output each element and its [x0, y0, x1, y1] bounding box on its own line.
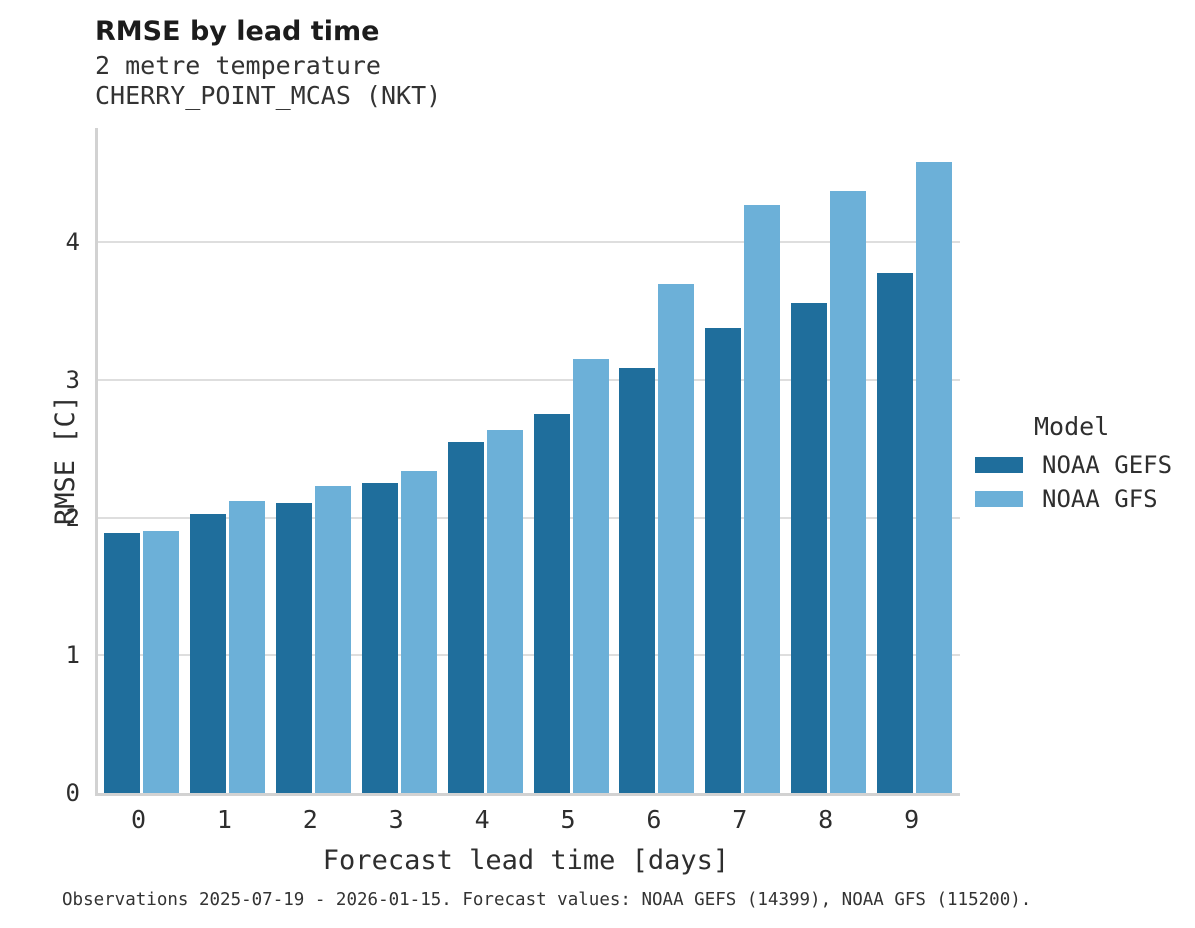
bar-noaa-gefs-lead-7	[705, 327, 742, 793]
y-tick-label-0: 0	[65, 779, 80, 807]
x-tick-label-3: 3	[388, 805, 404, 834]
gridline-y-2	[98, 516, 960, 519]
x-tick-label-2: 2	[302, 805, 318, 834]
bar-noaa-gfs-lead-9	[916, 162, 953, 793]
gridline-y-3	[98, 378, 960, 381]
bar-noaa-gfs-lead-6	[658, 283, 695, 793]
x-tick-label-1: 1	[216, 805, 232, 834]
legend-title: Model	[1034, 412, 1110, 441]
legend-entry-noaa-gfs: NOAA GFS	[975, 485, 1185, 513]
legend-swatch-icon	[975, 491, 1023, 507]
x-tick-label-6: 6	[646, 805, 662, 834]
bar-noaa-gefs-lead-9	[877, 272, 914, 793]
x-tick-label-5: 5	[560, 805, 576, 834]
y-tick-label-3: 3	[65, 365, 80, 394]
bar-noaa-gefs-lead-1	[189, 513, 226, 793]
gridline-y-1	[98, 654, 960, 657]
bar-noaa-gefs-lead-3	[361, 483, 398, 793]
x-tick-label-8: 8	[818, 805, 834, 834]
x-tick-label-9: 9	[904, 805, 920, 834]
legend-label: NOAA GFS	[1042, 485, 1158, 513]
bar-noaa-gfs-lead-5	[572, 359, 609, 793]
bar-noaa-gefs-lead-4	[447, 441, 484, 793]
bar-noaa-gefs-lead-2	[275, 502, 312, 793]
footnote: Observations 2025-07-19 - 2026-01-15. Fo…	[62, 890, 1032, 910]
bar-noaa-gefs-lead-6	[619, 367, 656, 793]
bar-noaa-gfs-lead-2	[314, 485, 351, 793]
y-tick-label-1: 1	[65, 641, 80, 670]
y-tick-label-2: 2	[65, 503, 80, 532]
bar-noaa-gefs-lead-8	[791, 302, 828, 793]
bar-noaa-gfs-lead-8	[830, 191, 867, 793]
bar-noaa-gfs-lead-1	[228, 501, 265, 793]
chart-subtitle: 2 metre temperature	[95, 51, 381, 80]
bar-noaa-gfs-lead-4	[486, 429, 523, 793]
chart-station-label: CHERRY_POINT_MCAS (NKT)	[95, 81, 442, 110]
legend-entries: NOAA GEFS NOAA GFS	[975, 451, 1185, 513]
x-tick-label-0: 0	[130, 805, 147, 834]
x-axis-title: Forecast lead time [days]	[322, 845, 730, 876]
bar-noaa-gfs-lead-3	[400, 470, 437, 793]
plot-area	[95, 128, 960, 796]
bar-noaa-gefs-lead-0	[104, 532, 140, 793]
x-tick-label-7: 7	[732, 805, 748, 834]
gridline-y-4	[98, 241, 960, 244]
legend: Model NOAA GEFS NOAA GFS	[975, 412, 1185, 521]
legend-entry-noaa-gefs: NOAA GEFS	[975, 451, 1185, 479]
x-tick-label-4: 4	[474, 805, 490, 834]
bar-noaa-gfs-lead-0	[143, 531, 179, 793]
y-tick-label-4: 4	[65, 228, 80, 257]
bar-noaa-gefs-lead-5	[533, 414, 570, 793]
bar-noaa-gfs-lead-7	[744, 205, 781, 793]
legend-label: NOAA GEFS	[1042, 451, 1173, 479]
chart-title: RMSE by lead time	[95, 16, 380, 47]
legend-swatch-icon	[975, 457, 1023, 473]
